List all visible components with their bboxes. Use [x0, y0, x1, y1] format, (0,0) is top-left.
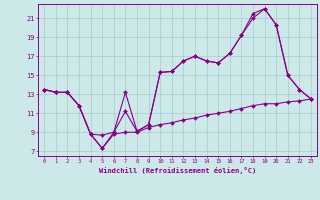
- X-axis label: Windchill (Refroidissement éolien,°C): Windchill (Refroidissement éolien,°C): [99, 167, 256, 174]
